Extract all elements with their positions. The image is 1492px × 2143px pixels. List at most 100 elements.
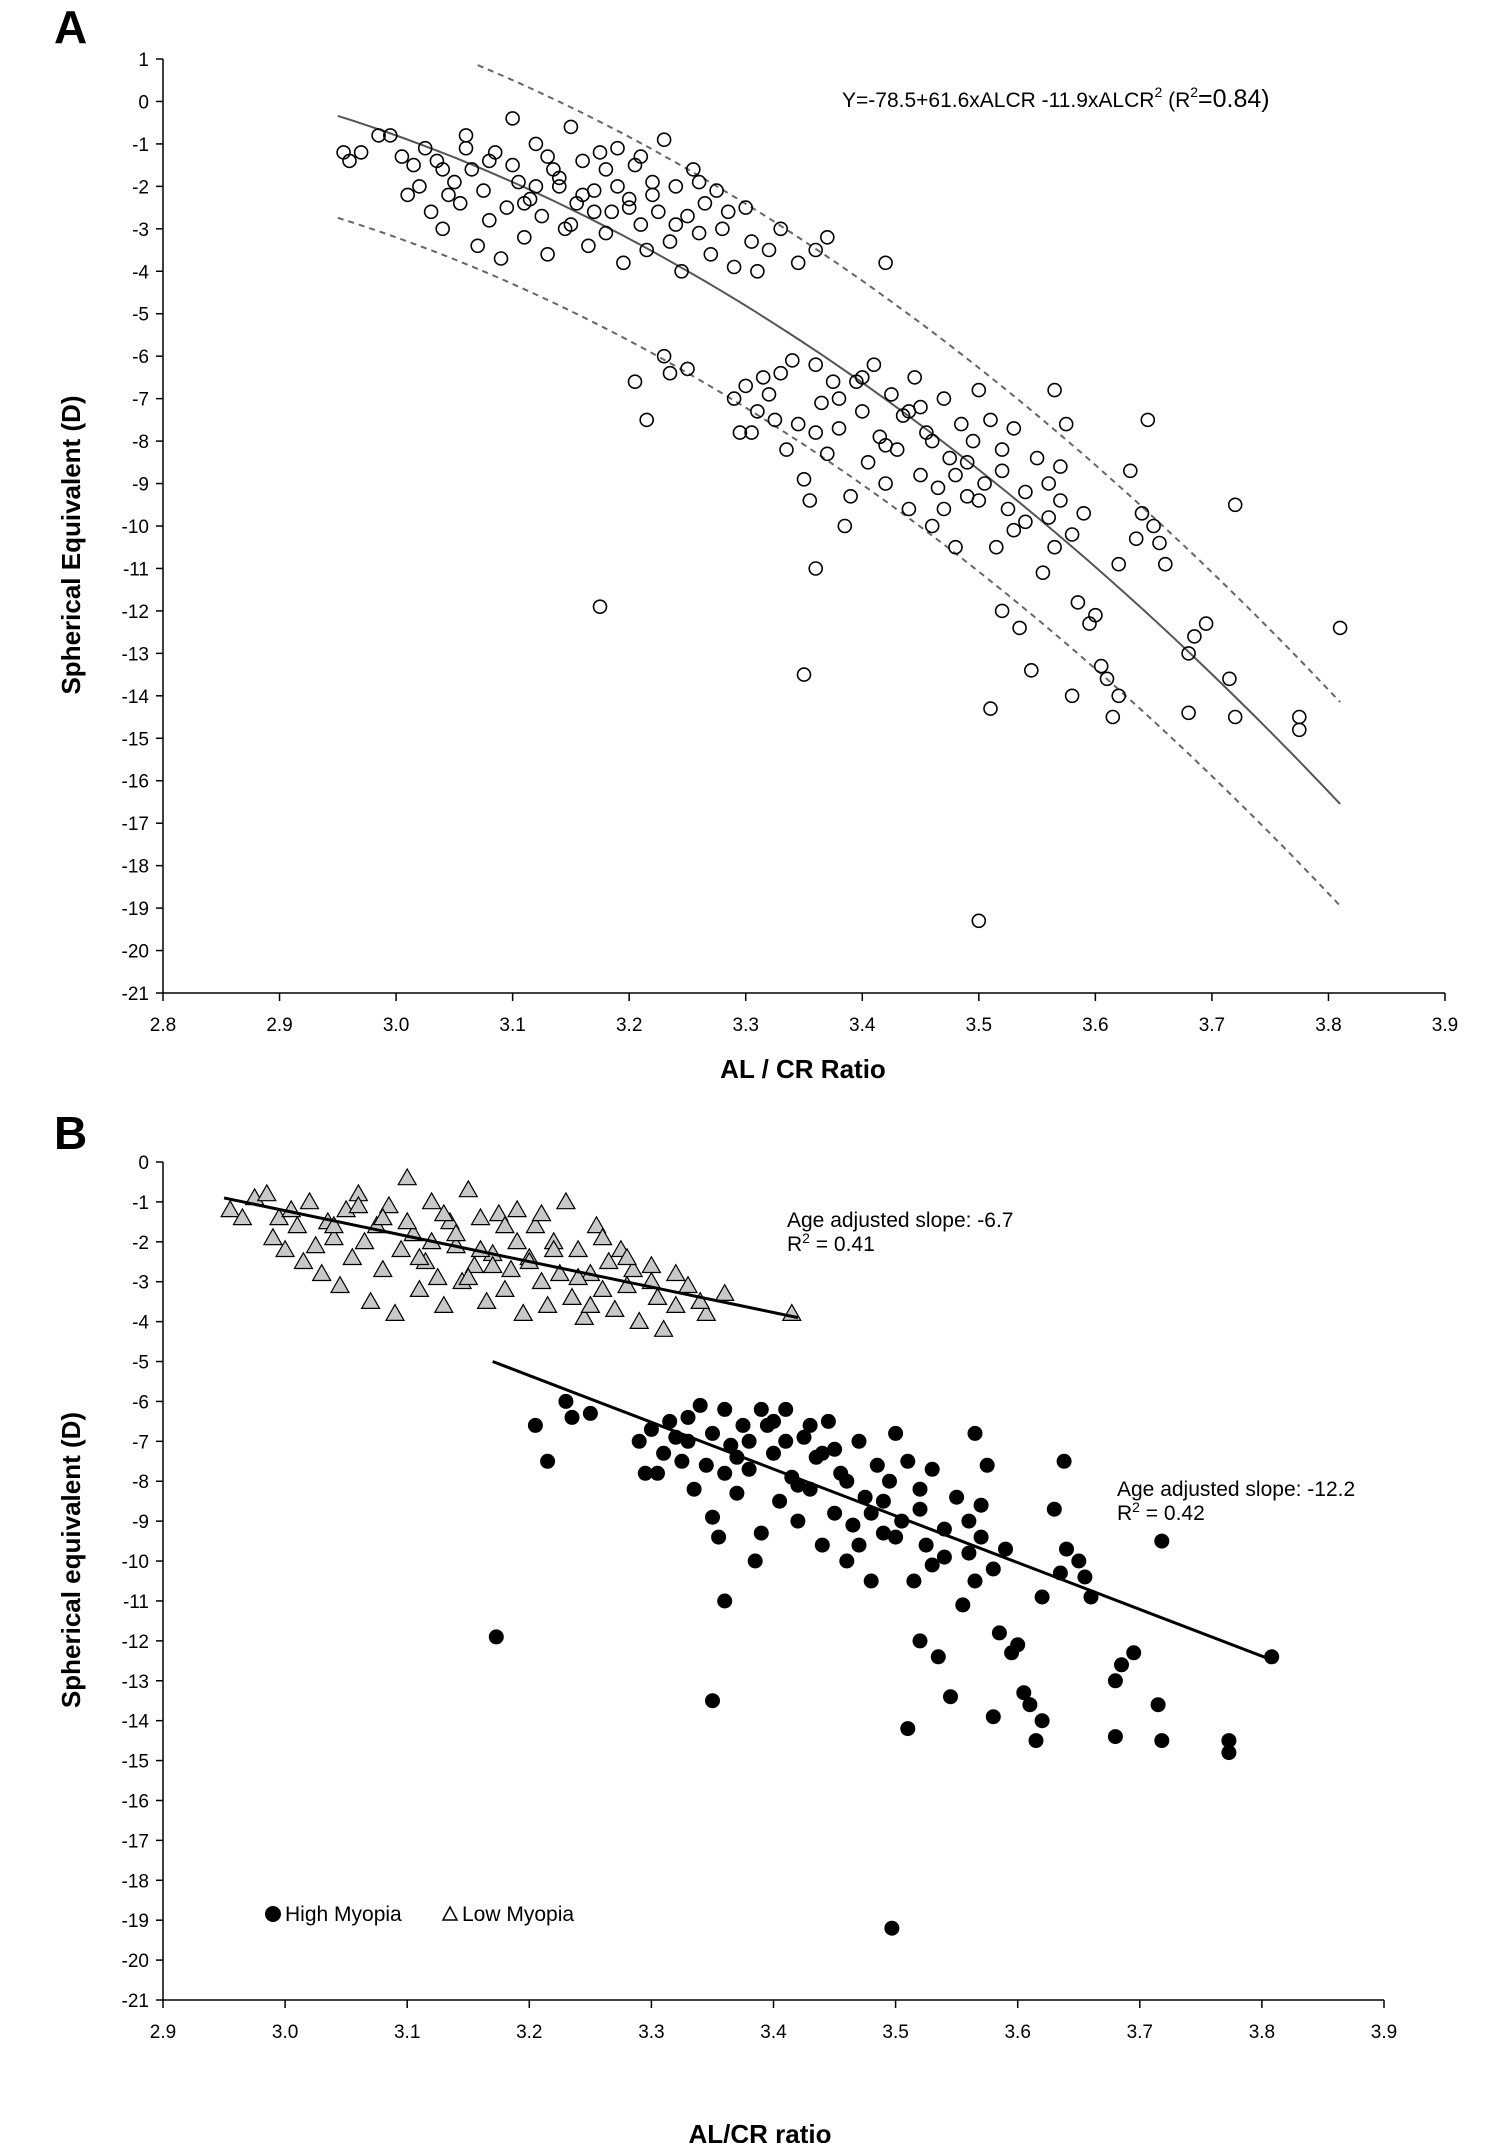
high-myopia-point — [814, 1445, 830, 1461]
high-myopia-point — [961, 1545, 977, 1561]
high-myopia-point — [888, 1529, 904, 1545]
high-myopia-point — [1056, 1453, 1072, 1469]
panel-b-x-tick-label: 3.7 — [1127, 2022, 1153, 2043]
high-myopia-point — [888, 1425, 904, 1441]
panel-a-data-point — [685, 162, 701, 177]
panel-a-y-tick-label: -7 — [132, 390, 149, 411]
panel-a-data-point — [481, 153, 497, 169]
panel-a-data-point — [1099, 671, 1115, 687]
panel-a-data-point — [610, 179, 625, 194]
panel-a-data-point — [936, 391, 952, 406]
high-myopia-fit-line — [492, 1360, 1275, 1663]
panel-a-data-point — [1222, 671, 1237, 687]
low-myopia-point — [427, 1267, 448, 1286]
high-myopia-point — [869, 1457, 885, 1473]
panel-a-data-point — [732, 425, 748, 440]
high-myopia-point — [637, 1465, 653, 1481]
panel-a-data-point — [645, 187, 660, 203]
low-myopia-point — [677, 1275, 699, 1294]
low-myopia-point — [409, 1247, 430, 1266]
panel-a-data-point — [1047, 539, 1062, 555]
panel-a-data-point — [796, 667, 812, 682]
high-myopia-point — [1034, 1589, 1050, 1605]
panel-a-data-point — [808, 357, 824, 373]
panel-b-y-tick-label: -20 — [122, 1951, 149, 1972]
panel-a-data-point — [499, 200, 515, 215]
panel-b-x-tick-label: 3.6 — [1004, 2022, 1030, 2043]
high-myopia-point — [961, 1513, 977, 1529]
panel-a-data-point — [650, 204, 666, 220]
panel-a-data-point — [913, 399, 928, 415]
low-myopia-point — [372, 1207, 393, 1226]
low-myopia-point — [537, 1295, 558, 1313]
high-myopia-point — [1264, 1649, 1280, 1665]
high-myopia-point — [875, 1493, 891, 1509]
panel-a-data-point — [505, 111, 520, 126]
high-myopia-point — [998, 1541, 1013, 1557]
low-myopia-point — [665, 1263, 686, 1282]
panel-a-upper-prediction-band — [477, 64, 1341, 703]
panel-a-y-tick-label: -12 — [122, 602, 149, 623]
high-myopia-point — [802, 1417, 818, 1433]
panel-b-y-tick-label: -1 — [132, 1193, 149, 1214]
low-myopia-point — [342, 1247, 363, 1266]
panel-a-data-point — [540, 149, 555, 164]
panel-a-data-point — [878, 476, 893, 491]
panel-a-data-point — [808, 242, 824, 258]
panel-a-data-point — [1058, 416, 1074, 432]
panel-a-y-tick-label: 0 — [138, 92, 149, 113]
high-myopia-point — [1016, 1685, 1032, 1701]
panel-a-data-point — [633, 149, 649, 164]
panel-a-data-point — [942, 450, 958, 466]
low-myopia-point — [397, 1211, 418, 1230]
low-myopia-point — [513, 1303, 534, 1321]
panel-b-y-tick-label: -21 — [122, 1991, 149, 2012]
panel-b-x-tick-label: 3.0 — [272, 2022, 298, 2043]
panel-a-data-point — [470, 238, 486, 254]
high-myopia-point — [900, 1453, 916, 1469]
panel-a-data-point — [831, 391, 847, 406]
panel-b-x-tick-label: 3.3 — [638, 2022, 664, 2043]
high-myopia-point — [814, 1537, 830, 1553]
panel-a-data-point — [464, 162, 480, 177]
high-myopia-point — [1077, 1569, 1093, 1585]
low-myopia-point — [507, 1231, 528, 1250]
high-myopia-point — [912, 1481, 928, 1497]
high-myopia-point — [705, 1693, 720, 1709]
panel-a-data-point — [837, 518, 853, 534]
panel-a-data-point — [697, 196, 713, 211]
panel-a-data-point — [668, 179, 684, 194]
high-myopia-point — [662, 1413, 678, 1429]
low-myopia-point — [470, 1207, 491, 1226]
panel-a-data-point — [1006, 421, 1022, 436]
panel-b-y-tick-label: -14 — [122, 1712, 150, 1733]
panel-a-data-point — [516, 230, 532, 245]
low-myopia-point — [464, 1255, 485, 1274]
high-myopia-point — [698, 1457, 714, 1473]
panel-a-data-point — [924, 433, 940, 449]
panel-a-fit-curve — [337, 114, 1341, 805]
low-myopia-r2-annotation: R2 = 0.41 — [787, 1230, 875, 1256]
panel-a-y-tick-label: -4 — [132, 262, 149, 283]
panel-a-data-point — [406, 157, 421, 173]
panel-a-data-point — [773, 221, 789, 237]
low-myopia-point — [543, 1239, 564, 1258]
panel-a-data-point — [907, 370, 923, 385]
panel-a-data-point — [930, 480, 946, 496]
high-myopia-point — [558, 1393, 574, 1409]
low-myopia-point — [488, 1203, 509, 1222]
high-myopia-point — [1022, 1697, 1038, 1713]
low-myopia-point — [384, 1303, 406, 1321]
panel-a-data-point — [621, 200, 637, 215]
panel-b-x-tick-label: 3.4 — [760, 2022, 787, 2043]
panel-a-y-axis-title: Spherical Equivalent (D) — [56, 395, 86, 694]
high-myopia-point — [906, 1573, 922, 1589]
panel-b-y-tick-label: -18 — [122, 1871, 149, 1892]
panel-a-data-point — [1152, 535, 1167, 551]
panel-b-x-tick-label: 3.5 — [882, 2022, 908, 2043]
panel-a-data-point — [790, 416, 806, 432]
panel-a-data-point — [936, 501, 952, 517]
panel-a-data-point — [592, 599, 608, 615]
panel-a-data-point — [1111, 556, 1126, 572]
panel-a-x-tick-label: 3.3 — [733, 1015, 759, 1036]
